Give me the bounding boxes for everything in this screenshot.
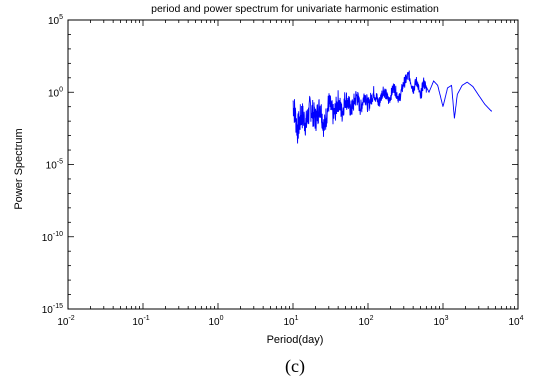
x-tick-label: 100	[208, 315, 223, 328]
y-tick-label: 100	[48, 86, 63, 99]
y-axis-label: Power Spectrum	[13, 128, 25, 209]
y-tick-label: 10-15	[42, 303, 63, 316]
x-tick-label: 104	[508, 315, 523, 328]
x-tick-label: 103	[433, 315, 448, 328]
y-tick-labels: 105 100 10-5 10-10 10-15	[42, 14, 63, 316]
x-tick-label: 10-1	[132, 315, 149, 328]
figure-caption: (c)	[285, 356, 305, 377]
x-tick-label: 10-2	[57, 315, 74, 328]
x-axis-label: Period(day)	[267, 334, 324, 346]
plot-frame	[67, 19, 519, 310]
y-tick-label: 105	[48, 14, 63, 27]
chart-title: period and power spectrum for univariate…	[151, 3, 439, 15]
y-tick-label: 10-10	[42, 231, 63, 244]
x-tick-label: 102	[358, 315, 373, 328]
series-layer	[292, 70, 492, 144]
spectrum-series-line	[292, 70, 492, 144]
y-tick-label: 10-5	[46, 159, 63, 172]
x-tick-label: 101	[283, 315, 298, 328]
axis-ticks	[67, 19, 519, 310]
x-tick-labels: 10-2 10-1 100 101 102 103 104	[57, 315, 523, 328]
